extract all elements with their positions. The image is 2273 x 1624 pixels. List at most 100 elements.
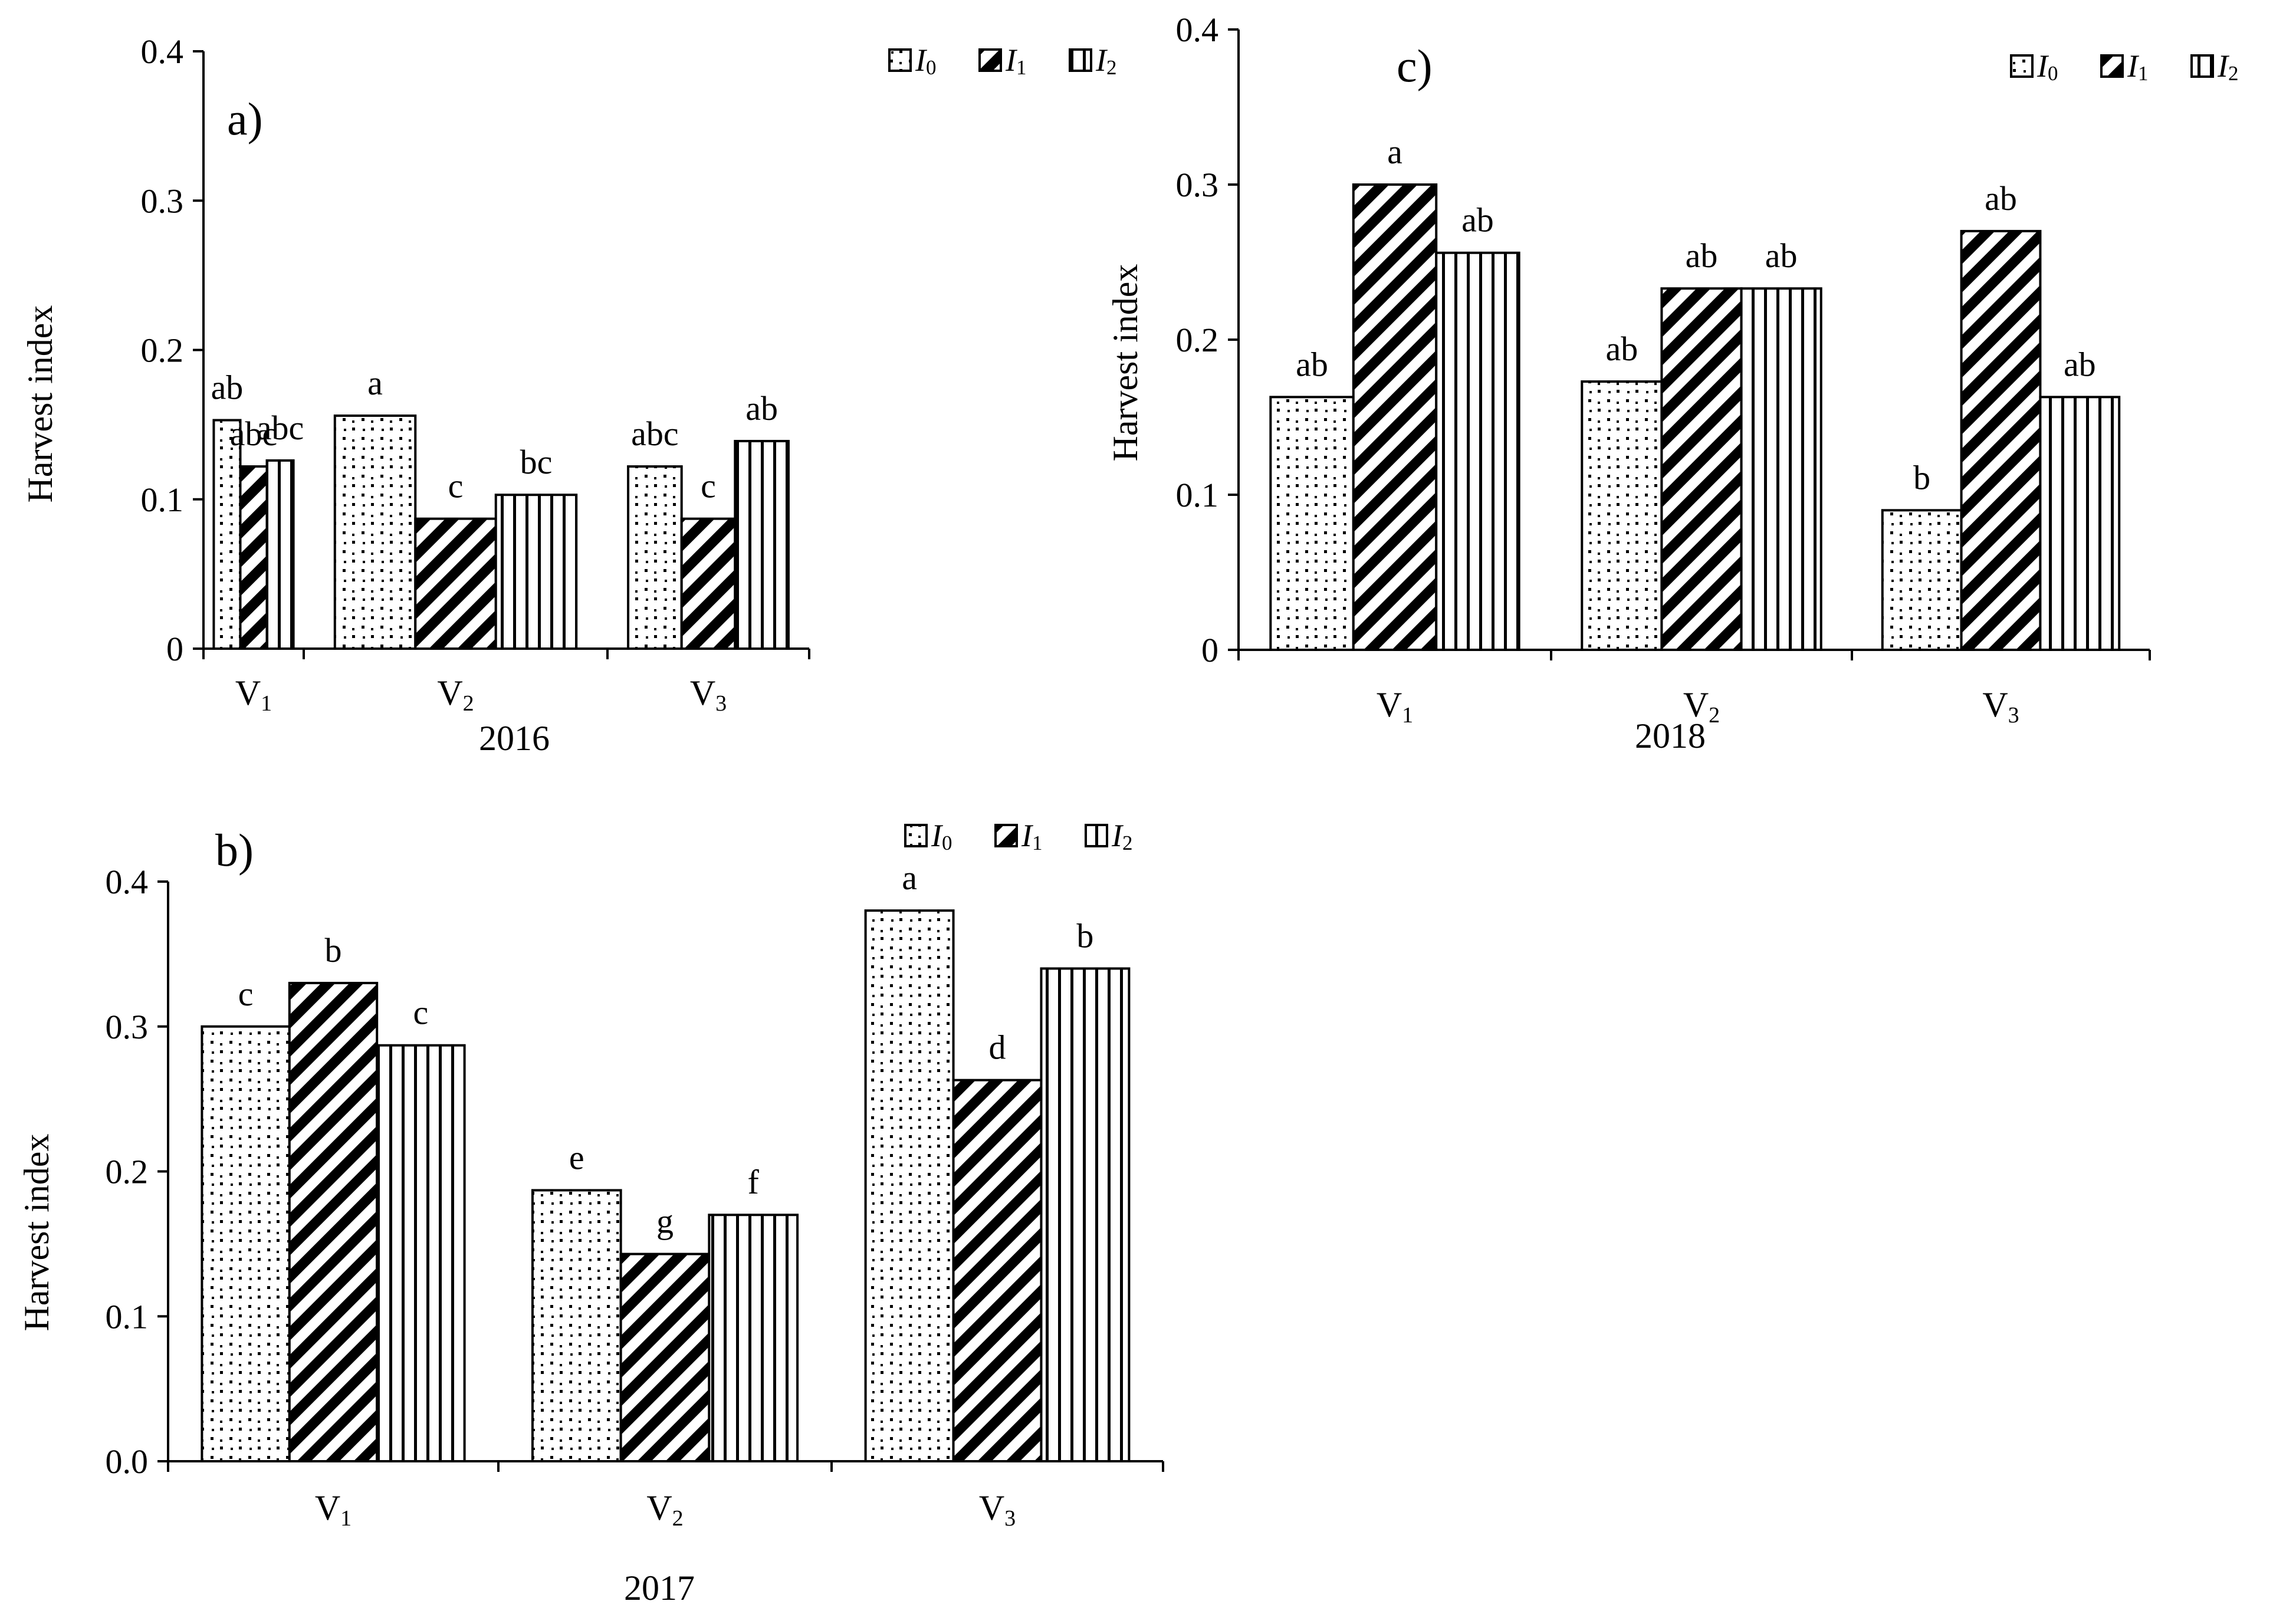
bar-I0-1 [1581,380,1663,651]
significance-letter: ab [1605,330,1638,368]
x-axis-title-b: 2017 [624,1569,695,1607]
bar-I2-2 [1040,967,1131,1462]
panel-label-b: b) [215,824,254,876]
significance-letter: e [569,1138,584,1176]
legend-a: I0 I1 I2 [888,42,1116,79]
x-category-label: V2 [1683,685,1720,728]
legend-swatch [1069,48,1092,72]
legend-swatch [978,48,1002,72]
bar-I2-1 [708,1214,799,1463]
significance-letter: ab [2064,345,2096,383]
bar-I0-1 [531,1189,622,1462]
x-category-label: V2 [646,1488,683,1531]
bar-I1-2 [952,1079,1043,1462]
bar-I1-2 [1960,229,2042,651]
legend-swatch [994,824,1018,847]
y-tick-label: 0.4 [141,32,184,71]
y-tick-label: 0.1 [141,481,184,519]
significance-letter: ab [1296,345,1328,383]
legend-swatch [888,48,912,72]
significance-letter: a [902,859,917,897]
significance-letter: f [748,1163,760,1201]
y-axis-title-a: Harvest index [21,305,60,503]
significance-letter: ab [1686,236,1718,275]
legend-label: I1 [1021,818,1042,854]
legend-label: I2 [1095,42,1116,79]
x-category-label: V1 [235,673,272,716]
y-tick-label: 0.2 [1176,321,1219,359]
bar-I2-2 [2039,396,2121,651]
bar-I2-1 [1740,287,1822,651]
y-tick-label: 0.2 [141,331,184,370]
bar-I0-2 [864,909,955,1462]
x-category-label: V1 [315,1488,352,1531]
significance-letter: a [367,364,383,402]
significance-letter: a [1387,133,1402,171]
bar-I1-0 [288,982,379,1462]
significance-letter: b [325,931,342,969]
legend-label: I1 [2127,48,2148,85]
y-tick-label: 0.3 [1176,166,1219,204]
significance-letter: abc [631,415,679,453]
significance-letter: abc [230,415,278,453]
significance-letter: b [1076,916,1093,955]
significance-letter: ab [745,389,778,428]
bar-I2-0 [376,1044,466,1462]
legend-swatch [2190,54,2214,78]
bar-I1-0 [1352,183,1438,651]
legend-label: I1 [1005,42,1026,79]
y-tick-label: 0.3 [106,1008,149,1046]
bar-I2-1 [494,494,578,650]
y-tick-label: 0.0 [106,1442,149,1481]
legend-swatch [904,824,928,847]
legend-c: I0 I1 I2 [2010,48,2238,85]
significance-letter: bc [520,443,553,481]
legend-b: I0 I1 I2 [904,818,1132,854]
legend-label: I0 [931,818,952,854]
x-category-label: V1 [1377,685,1413,728]
y-tick-label: 0 [166,630,183,668]
legend-label: I2 [2217,48,2238,85]
significance-letter: ab [1461,201,1494,239]
legend-label: I0 [915,42,936,79]
y-axis-title-c: Harvest index [1106,264,1145,462]
bar-I2-0 [1435,251,1520,652]
significance-letter: d [989,1028,1006,1067]
significance-letter: c [701,467,716,505]
x-category-label: V2 [437,673,474,716]
y-tick-label: 0.3 [141,182,184,220]
significance-letter: ab [1765,236,1798,275]
bar-I1-1 [619,1252,711,1462]
bar-I2-0 [265,459,295,650]
bar-I0-0 [212,419,242,650]
bar-I0-2 [1881,509,1963,651]
y-tick-label: 0.4 [106,863,149,901]
y-tick-label: 0 [1201,631,1218,669]
significance-letter: c [448,467,464,505]
bar-I0-2 [627,465,683,650]
bar-I1-0 [239,465,268,650]
y-tick-label: 0.4 [1176,11,1219,49]
significance-letter: c [413,994,429,1032]
legend-label: I2 [1111,818,1132,854]
legend-swatch [2100,54,2124,78]
y-tick-label: 0.1 [1176,476,1219,514]
significance-letter: ab [211,369,244,407]
bar-I1-2 [680,517,737,650]
bar-I1-1 [1660,287,1743,651]
x-axis-title-c: 2018 [1635,716,1706,755]
panel-label-a: a) [227,93,263,144]
x-axis-title-a: 2016 [479,719,550,758]
bar-I0-0 [1269,396,1355,651]
y-axis-title-b: Harvest index [17,1134,56,1332]
legend-swatch [2010,54,2034,78]
significance-letter: ab [1985,179,2017,218]
bar-I0-0 [201,1025,291,1462]
significance-letter: b [1913,458,1930,497]
x-category-label: V3 [690,673,727,716]
bar-I1-1 [414,517,497,650]
x-category-label: V3 [979,1488,1016,1531]
bar-I2-2 [734,439,790,650]
